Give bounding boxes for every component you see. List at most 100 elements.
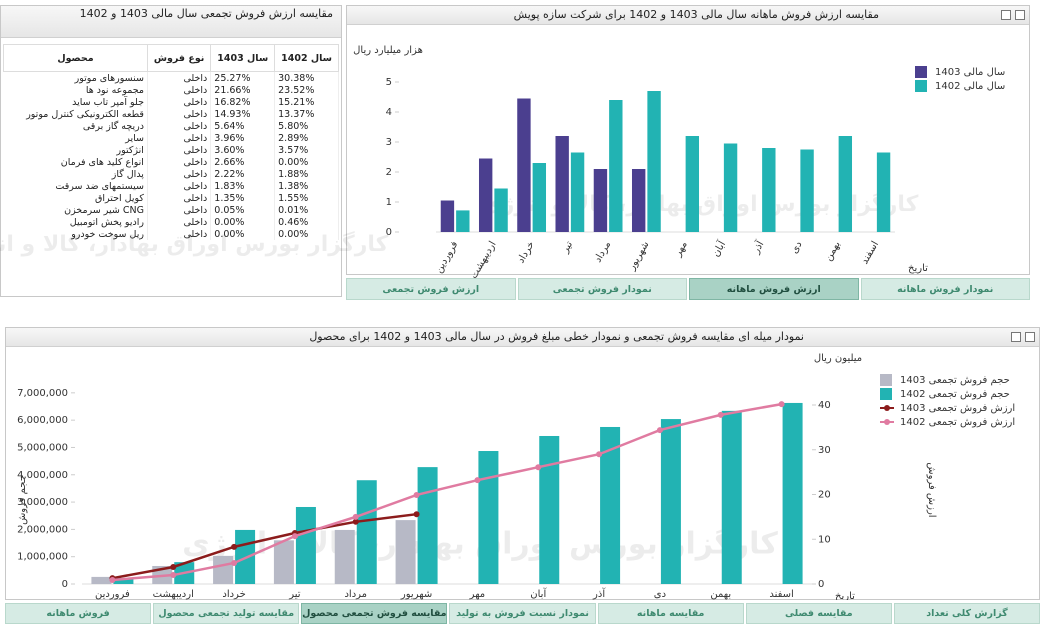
print-icon[interactable] — [1001, 10, 1011, 20]
table-cell: 1.38% — [274, 180, 339, 192]
legend-swatch — [880, 388, 892, 400]
y-tick-label: 0 — [386, 227, 392, 238]
panel-title: مقایسه ارزش فروش تجمعی سال مالی 1403 و 1… — [1, 6, 341, 38]
table-cell: 1.83% — [210, 180, 276, 192]
y-tick-label: 0 — [62, 579, 68, 590]
table-cell: داخلی — [147, 228, 212, 240]
table-cell: 2.22% — [210, 168, 276, 180]
y-axis-label: هزار میلیارد ریال — [353, 45, 423, 56]
tab[interactable]: فروش ماهانه — [5, 603, 152, 624]
table-cell: 14.93% — [210, 108, 276, 120]
table-cell: 0.00% — [210, 216, 276, 228]
print-icon[interactable] — [1011, 332, 1021, 342]
bar — [593, 169, 608, 232]
table-cell: داخلی — [147, 216, 212, 228]
table-cell: 5.64% — [210, 120, 276, 132]
table-cell: دریچه گاز برقی — [3, 120, 148, 132]
tab[interactable]: مقایسه ماهانه — [597, 603, 744, 624]
bar — [273, 540, 294, 584]
bar — [478, 158, 493, 232]
bar — [876, 152, 891, 232]
line-point — [474, 477, 481, 484]
close-icon[interactable] — [1015, 10, 1025, 20]
tab[interactable]: مقایسه فروش تجمعی محصول — [301, 603, 448, 624]
table-cell: داخلی — [147, 168, 212, 180]
tab[interactable]: مقایسه فصلی — [745, 603, 892, 624]
table-row: 0.00% 2.66% داخلی انواع کلید های فرمان — [3, 156, 339, 168]
bar — [532, 163, 547, 232]
y-axis-label: حجم فروش — [17, 475, 28, 525]
legend-label: ارزش فروش تجمعی 1403 — [900, 403, 1015, 414]
table-cell: رادیو پخش اتومبیل — [3, 216, 148, 228]
bar — [800, 149, 814, 232]
tab[interactable]: ارزش فروش ماهانه — [689, 278, 859, 300]
line-point — [231, 543, 238, 550]
table-cell: 3.60% — [210, 144, 276, 156]
bar — [395, 520, 416, 584]
bar — [517, 98, 531, 232]
bar — [647, 91, 661, 232]
top-tabs: نمودار فروش ماهانه ارزش فروش ماهانه نمودار… — [346, 278, 1030, 300]
tab[interactable]: نمودار فروش ماهانه — [860, 278, 1030, 300]
line-point — [352, 518, 359, 525]
table-row: 13.37% 14.93% داخلی قطعه الکترونیکی کنترل م… — [3, 108, 339, 120]
legend-swatch — [880, 374, 892, 386]
table-cell: 0.46% — [274, 216, 339, 228]
table-cell: 1.88% — [274, 168, 339, 180]
bar — [334, 529, 355, 584]
table-cell: CNG شیر سرمخزن — [3, 204, 148, 216]
legend-swatch — [884, 405, 890, 411]
table-cell: قطعه الکترونیکی کنترل موتور — [3, 108, 148, 120]
line-point — [413, 511, 420, 518]
tab[interactable]: نمودار نسبت فروش به تولید — [449, 603, 596, 624]
tab[interactable]: مقایسه تولید تجمعی محصول — [153, 603, 300, 624]
bar — [721, 410, 742, 584]
table-cell: انواع کلید های فرمان — [3, 156, 148, 168]
table-cell: 1.35% — [210, 192, 276, 204]
close-icon[interactable] — [1025, 332, 1035, 342]
y-tick-label: 4 — [386, 107, 392, 118]
y-tick-label: 5 — [386, 77, 392, 88]
table-cell: 5.80% — [274, 120, 339, 132]
y-tick-label: 2,000,000 — [17, 524, 68, 535]
y-tick-label: 3 — [386, 137, 392, 148]
line-point — [291, 533, 298, 540]
y2-tick-label: 20 — [818, 490, 831, 501]
x-tick-label: مهر — [672, 240, 690, 260]
x-tick-label: شهریور — [400, 589, 432, 600]
bar — [478, 451, 499, 584]
bar — [494, 188, 508, 232]
y2-axis-label: ارزش فروش — [926, 462, 937, 517]
legend-label: سال مالی 1402 — [935, 81, 1005, 92]
bar — [456, 210, 470, 232]
table-row: 23.52% 21.66% داخلی مجموعه نود ها — [3, 84, 339, 96]
bar — [555, 136, 569, 232]
line-point — [596, 451, 603, 458]
table-cell: داخلی — [147, 156, 212, 168]
table-cell: 13.37% — [274, 108, 339, 120]
table-row: 3.57% 3.60% داخلی انژکتور — [3, 144, 339, 156]
y2-tick-label: 10 — [818, 534, 831, 545]
bar — [782, 402, 803, 584]
x-tick-label: فروردین — [95, 589, 130, 600]
tab[interactable]: نمودار فروش تجمعی — [517, 278, 687, 300]
table-row: 5.80% 5.64% داخلی دریچه گاز برقی — [3, 120, 339, 132]
table-cell: 16.82% — [210, 96, 276, 108]
table-cell: 0.00% — [274, 156, 339, 168]
line-point — [352, 513, 359, 520]
x-tick-label: دی — [789, 240, 805, 256]
y-tick-label: 3,000,000 — [17, 497, 68, 508]
charts: کارگزار بورس اوراق بهادار، کالا و انرژی … — [0, 45, 1015, 600]
panel-title: مقایسه ارزش فروش ماهانه سال مالی 1403 و … — [347, 6, 1029, 25]
table-row: 1.88% 2.22% داخلی پدال گاز — [3, 168, 339, 180]
tab[interactable]: گزارش کلی تعداد — [893, 603, 1040, 624]
legend-swatch — [884, 419, 890, 425]
table-row: 15.21% 16.82% داخلی جلو آمپر تاب ساید — [3, 96, 339, 108]
legend-label: ارزش فروش تجمعی 1402 — [900, 417, 1015, 428]
table-cell: 0.00% — [274, 228, 339, 240]
y2-unit: میلیون ریال — [814, 353, 862, 364]
bar — [539, 435, 560, 584]
tab[interactable]: ارزش فروش تجمعی — [346, 278, 516, 300]
line — [112, 512, 417, 580]
x-tick-label: آذر — [592, 587, 606, 600]
